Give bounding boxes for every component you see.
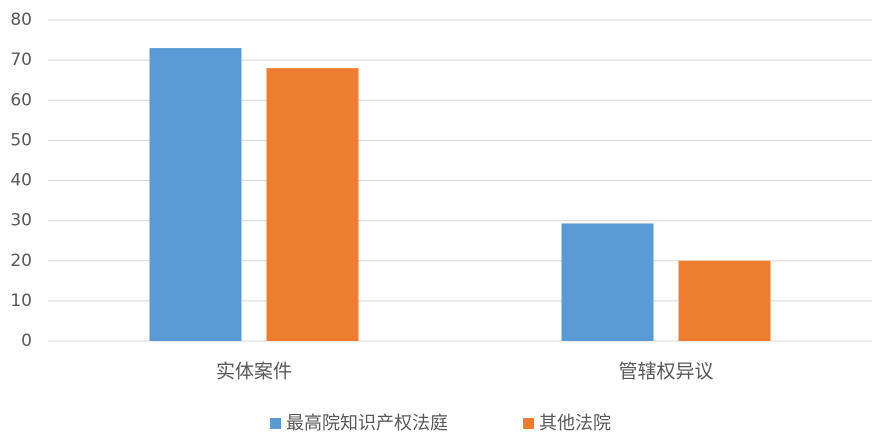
bar: [678, 260, 771, 341]
y-tick-label: 0: [21, 331, 32, 351]
y-tick-label: 30: [10, 211, 32, 231]
legend-label: 最高院知识产权法庭: [286, 413, 448, 434]
y-tick-label: 70: [10, 50, 32, 70]
y-tick-label: 40: [10, 171, 32, 191]
bar: [266, 68, 359, 342]
y-tick-label: 80: [10, 10, 32, 30]
y-tick-label: 50: [10, 130, 32, 150]
y-tick-label: 60: [10, 90, 32, 110]
x-tick-label: 管辖权异议: [618, 361, 713, 383]
bar: [561, 223, 654, 341]
legend-swatch: [523, 418, 534, 429]
y-tick-label: 10: [10, 291, 32, 311]
legend-swatch: [270, 418, 281, 429]
bar: [149, 48, 242, 342]
x-tick-label: 实体案件: [216, 361, 292, 383]
legend-label: 其他法院: [539, 413, 611, 434]
y-tick-label: 20: [10, 251, 32, 271]
